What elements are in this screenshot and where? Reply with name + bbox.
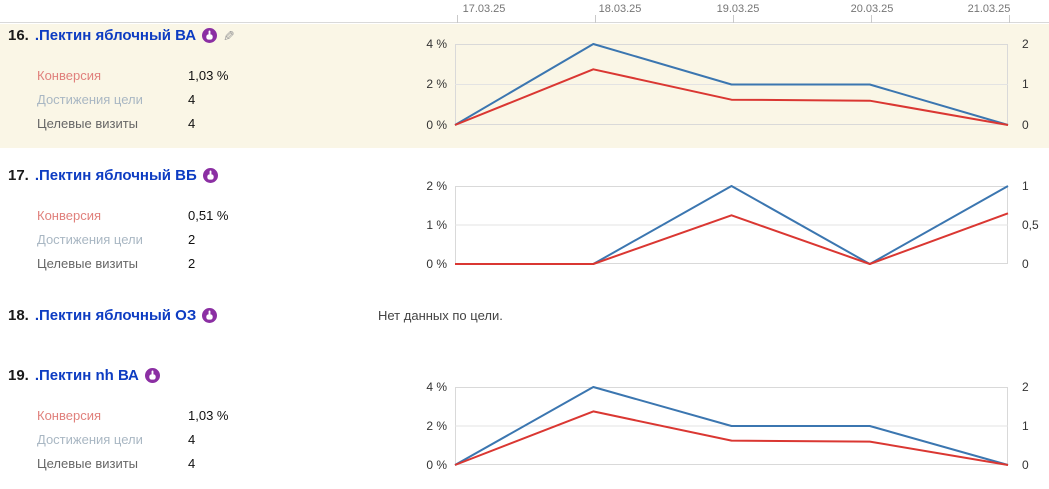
metric-label-goal-reaches: Достижения цели [37, 432, 143, 447]
y-axis-right-tick: 1 [1022, 419, 1029, 433]
goal-metrics: Конверсия 1,03 % Достижения цели 4 Целев… [37, 408, 228, 480]
y-axis-left-tick: 0 % [426, 118, 447, 132]
metric-value-goal-reaches: 4 [188, 92, 196, 107]
edit-pencil-icon[interactable]: ✎ [223, 27, 235, 44]
date-axis-tick [457, 15, 458, 23]
goal-row-19: 19. .Пектин nh ВА Конверсия 1,03 % Дости… [0, 360, 1049, 489]
y-axis-left-tick: 4 % [426, 37, 447, 51]
goal-title-row: 19. .Пектин nh ВА [8, 367, 160, 384]
metric-value-target-visits: 2 [188, 256, 196, 271]
date-axis-header: 17.03.25 18.03.25 19.03.25 20.03.25 21.0… [0, 0, 1049, 23]
goal-title-link[interactable]: .Пектин яблочный ВА [34, 27, 197, 44]
y-axis-left-tick: 2 % [426, 179, 447, 193]
y-axis-left-tick: 2 % [426, 419, 447, 433]
goal-metrics: Конверсия 1,03 % Достижения цели 4 Целев… [37, 68, 228, 140]
date-axis-tick [871, 15, 872, 23]
metric-value-target-visits: 4 [188, 456, 196, 471]
date-axis-label: 18.03.25 [598, 3, 642, 15]
metric-row-target-visits: Целевые визиты 2 [37, 256, 228, 271]
metric-row-target-visits: Целевые визиты 4 [37, 456, 228, 471]
retargeting-hand-icon[interactable] [202, 308, 218, 323]
goal-number: 16. [8, 27, 29, 44]
date-axis-label: 17.03.25 [462, 3, 506, 15]
metric-row-conversion: Конверсия 1,03 % [37, 408, 228, 423]
goal-conversion-chart[interactable] [454, 43, 1009, 126]
chart-line-red [454, 410, 1009, 466]
y-axis-right-tick: 1 [1022, 179, 1029, 193]
date-axis-tick [1009, 15, 1010, 23]
metric-label-target-visits: Целевые визиты [37, 256, 139, 271]
metric-row-conversion: Конверсия 0,51 % [37, 208, 228, 223]
goal-number: 18. [8, 307, 29, 324]
date-axis-tick [733, 15, 734, 23]
retargeting-hand-icon[interactable] [144, 368, 160, 383]
y-axis-left-tick: 2 % [426, 77, 447, 91]
goal-title-row: 17. .Пектин яблочный ВБ [8, 167, 218, 184]
metric-row-goal-reaches: Достижения цели 4 [37, 432, 228, 447]
y-axis-right-tick: 2 [1022, 37, 1029, 51]
y-axis-right-tick: 0,5 [1022, 218, 1039, 232]
chart-line-red [455, 212, 1009, 265]
goal-title-row: 18. .Пектин яблочный ОЗ [8, 307, 218, 324]
goal-row-17: 17. .Пектин яблочный ВБ Конверсия 0,51 %… [0, 148, 1049, 290]
y-axis-left-tick: 0 % [426, 458, 447, 472]
metric-label-target-visits: Целевые визиты [37, 456, 139, 471]
goal-title-link[interactable]: .Пектин яблочный ВБ [34, 167, 197, 184]
y-axis-left-tick: 4 % [426, 380, 447, 394]
goal-title-link[interactable]: .Пектин яблочный ОЗ [34, 307, 197, 324]
date-axis-label: 19.03.25 [716, 3, 760, 15]
chart-line-blue [454, 43, 1009, 126]
metric-value-conversion: 1,03 % [188, 68, 229, 83]
goal-row-18: 18. .Пектин яблочный ОЗ Нет данных по це… [0, 290, 1049, 360]
metric-value-conversion: 0,51 % [188, 208, 229, 223]
retargeting-hand-icon[interactable] [202, 168, 218, 183]
goal-title-row: 16. .Пектин яблочный ВА ✎ [8, 27, 235, 44]
goal-number: 17. [8, 167, 29, 184]
metric-row-conversion: Конверсия 1,03 % [37, 68, 228, 83]
y-axis-right-tick: 0 [1022, 118, 1029, 132]
metric-label-conversion: Конверсия [37, 208, 102, 223]
metric-row-goal-reaches: Достижения цели 4 [37, 92, 228, 107]
goal-metrics: Конверсия 0,51 % Достижения цели 2 Целев… [37, 208, 228, 280]
metric-label-goal-reaches: Достижения цели [37, 92, 143, 107]
metric-label-conversion: Конверсия [37, 68, 102, 83]
metric-value-goal-reaches: 2 [188, 232, 196, 247]
metric-label-target-visits: Целевые визиты [37, 116, 139, 131]
goal-title-link[interactable]: .Пектин nh ВА [34, 367, 139, 384]
metric-value-goal-reaches: 4 [188, 432, 196, 447]
metric-label-conversion: Конверсия [37, 408, 102, 423]
y-axis-left-tick: 1 % [426, 218, 447, 232]
date-axis-tick [595, 15, 596, 23]
goal-number: 19. [8, 367, 29, 384]
y-axis-right-tick: 2 [1022, 380, 1029, 394]
date-axis-label: 20.03.25 [850, 3, 894, 15]
metric-value-conversion: 1,03 % [188, 408, 229, 423]
goal-conversion-chart[interactable] [454, 386, 1009, 466]
y-axis-right-tick: 0 [1022, 458, 1029, 472]
metric-row-goal-reaches: Достижения цели 2 [37, 232, 228, 247]
y-axis-left-tick: 0 % [426, 257, 447, 271]
chart-line-blue [454, 386, 1009, 466]
y-axis-right-tick: 0 [1022, 257, 1029, 271]
metric-row-target-visits: Целевые визиты 4 [37, 116, 228, 131]
chart-line-red [454, 68, 1009, 126]
y-axis-right-tick: 1 [1022, 77, 1029, 91]
date-axis-label: 21.03.25 [967, 3, 1011, 15]
retargeting-hand-icon[interactable] [202, 28, 218, 43]
goal-row-16: 16. .Пектин яблочный ВА ✎ Конверсия 1,03… [0, 24, 1049, 148]
no-data-message: Нет данных по цели. [378, 308, 503, 323]
metric-value-target-visits: 4 [188, 116, 196, 131]
goal-conversion-chart[interactable] [455, 185, 1009, 265]
metric-label-goal-reaches: Достижения цели [37, 232, 143, 247]
